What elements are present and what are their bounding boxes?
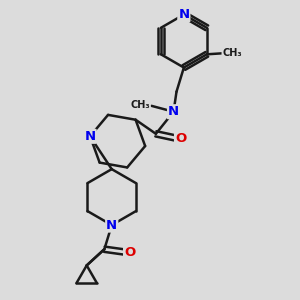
Text: O: O	[175, 132, 186, 145]
Text: N: N	[106, 219, 117, 232]
Text: N: N	[178, 8, 189, 21]
Text: O: O	[124, 246, 135, 259]
Text: CH₃: CH₃	[222, 48, 242, 58]
Text: CH₃: CH₃	[130, 100, 150, 110]
Text: N: N	[168, 105, 179, 118]
Text: N: N	[85, 130, 96, 143]
